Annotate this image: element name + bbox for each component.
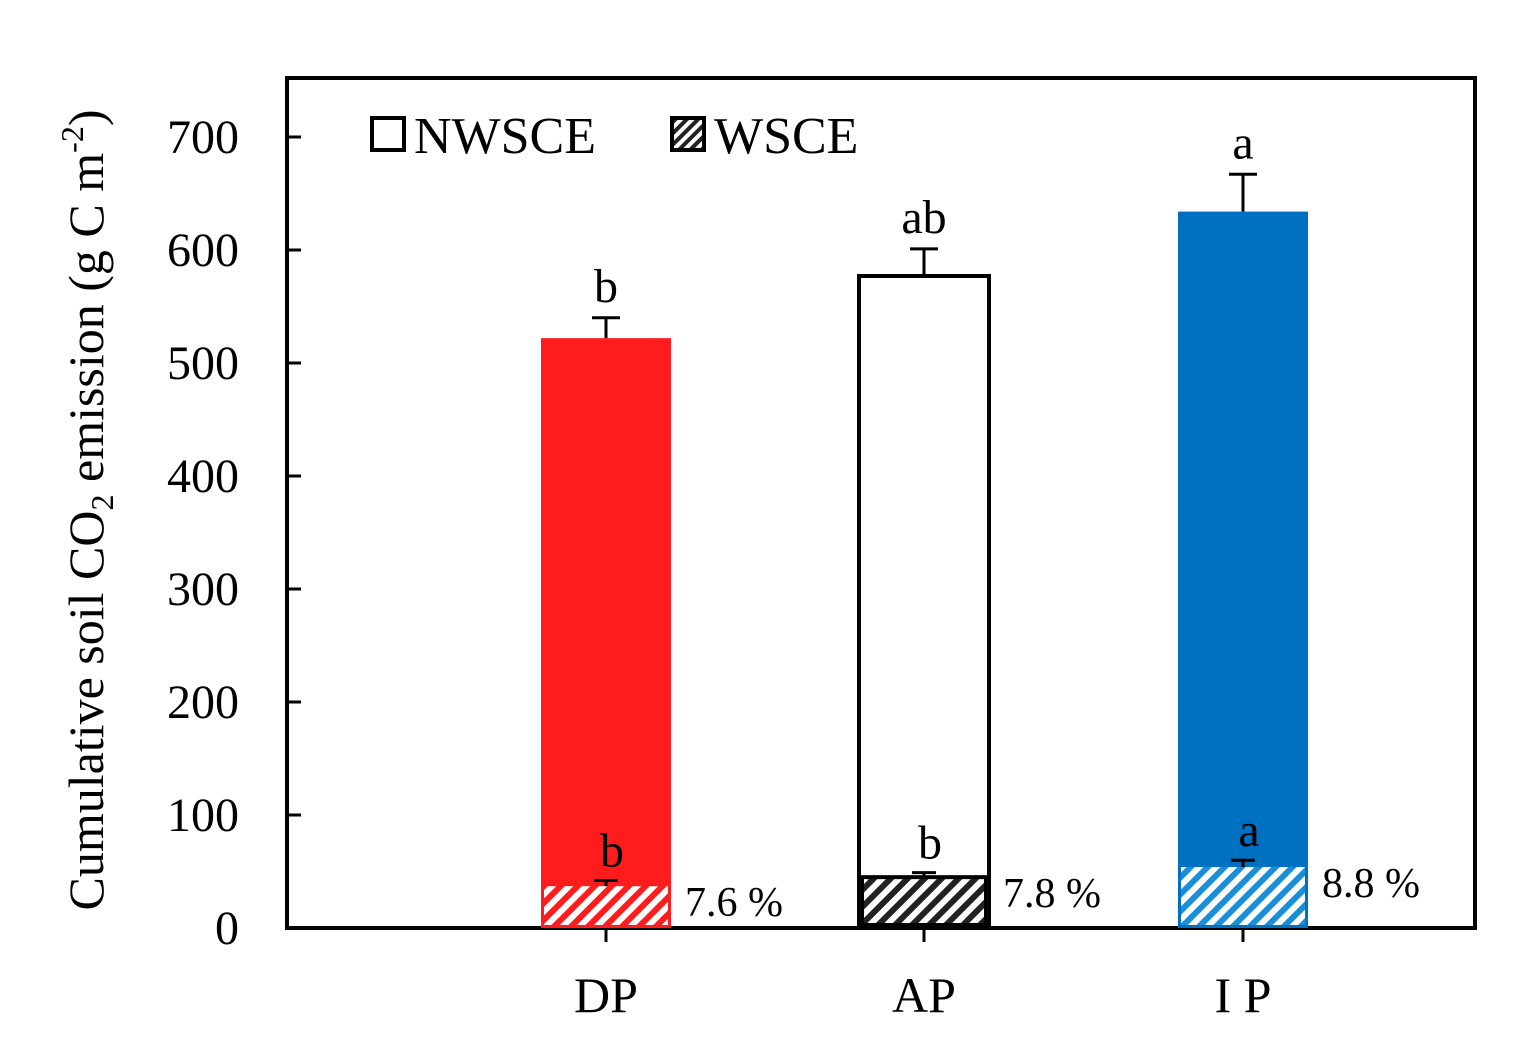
y-tick-label: 300 [167, 563, 239, 616]
y-axis: 0 100 200 300 400 500 600 700 [167, 111, 1245, 955]
legend-label-nwsce: NWSCE [414, 108, 596, 165]
significance-letter-wsce: b [600, 825, 624, 878]
bar-total-dp [541, 338, 671, 928]
labels-group: b b 7.6 % DP ab b 7.8 % AP a a 8.8 % I P [574, 116, 1420, 1023]
percent-label: 7.8 % [1003, 871, 1101, 917]
y-tick-label: 500 [167, 337, 239, 390]
percent-label: 7.6 % [685, 880, 783, 926]
percent-label: 8.8 % [1322, 861, 1420, 907]
category-label: I P [1215, 967, 1272, 1023]
y-tick-label: 600 [167, 224, 239, 277]
significance-letter-wsce: a [1238, 804, 1259, 857]
bar-wsce-ip [1181, 866, 1305, 925]
significance-letter-wsce: b [918, 817, 942, 870]
y-axis-title: Cumulative soil CO2 emission (g C m-2) [54, 110, 120, 911]
category-label: DP [574, 967, 638, 1023]
y-tick-label: 200 [167, 676, 239, 729]
bar-wsce-ap [860, 875, 988, 928]
bar-wsce-dp [544, 886, 668, 925]
bar-total-ip [1178, 211, 1308, 928]
significance-letter-total: a [1232, 116, 1253, 169]
y-tick-label: 0 [215, 902, 239, 955]
y-tick-label: 100 [167, 789, 239, 842]
bar-total-ap [857, 273, 991, 930]
legend-swatch-nwsce [370, 116, 406, 152]
category-label: AP [892, 967, 956, 1023]
legend-swatch-wsce [670, 116, 706, 152]
legend-label-wsce: WSCE [714, 108, 858, 165]
legend: NWSCE WSCE [370, 108, 858, 165]
bars-group [541, 172, 1308, 930]
significance-letter-total: ab [901, 191, 946, 244]
y-tick-label: 400 [167, 450, 239, 503]
significance-letter-total: b [594, 260, 618, 313]
y-tick-label: 700 [167, 111, 239, 164]
